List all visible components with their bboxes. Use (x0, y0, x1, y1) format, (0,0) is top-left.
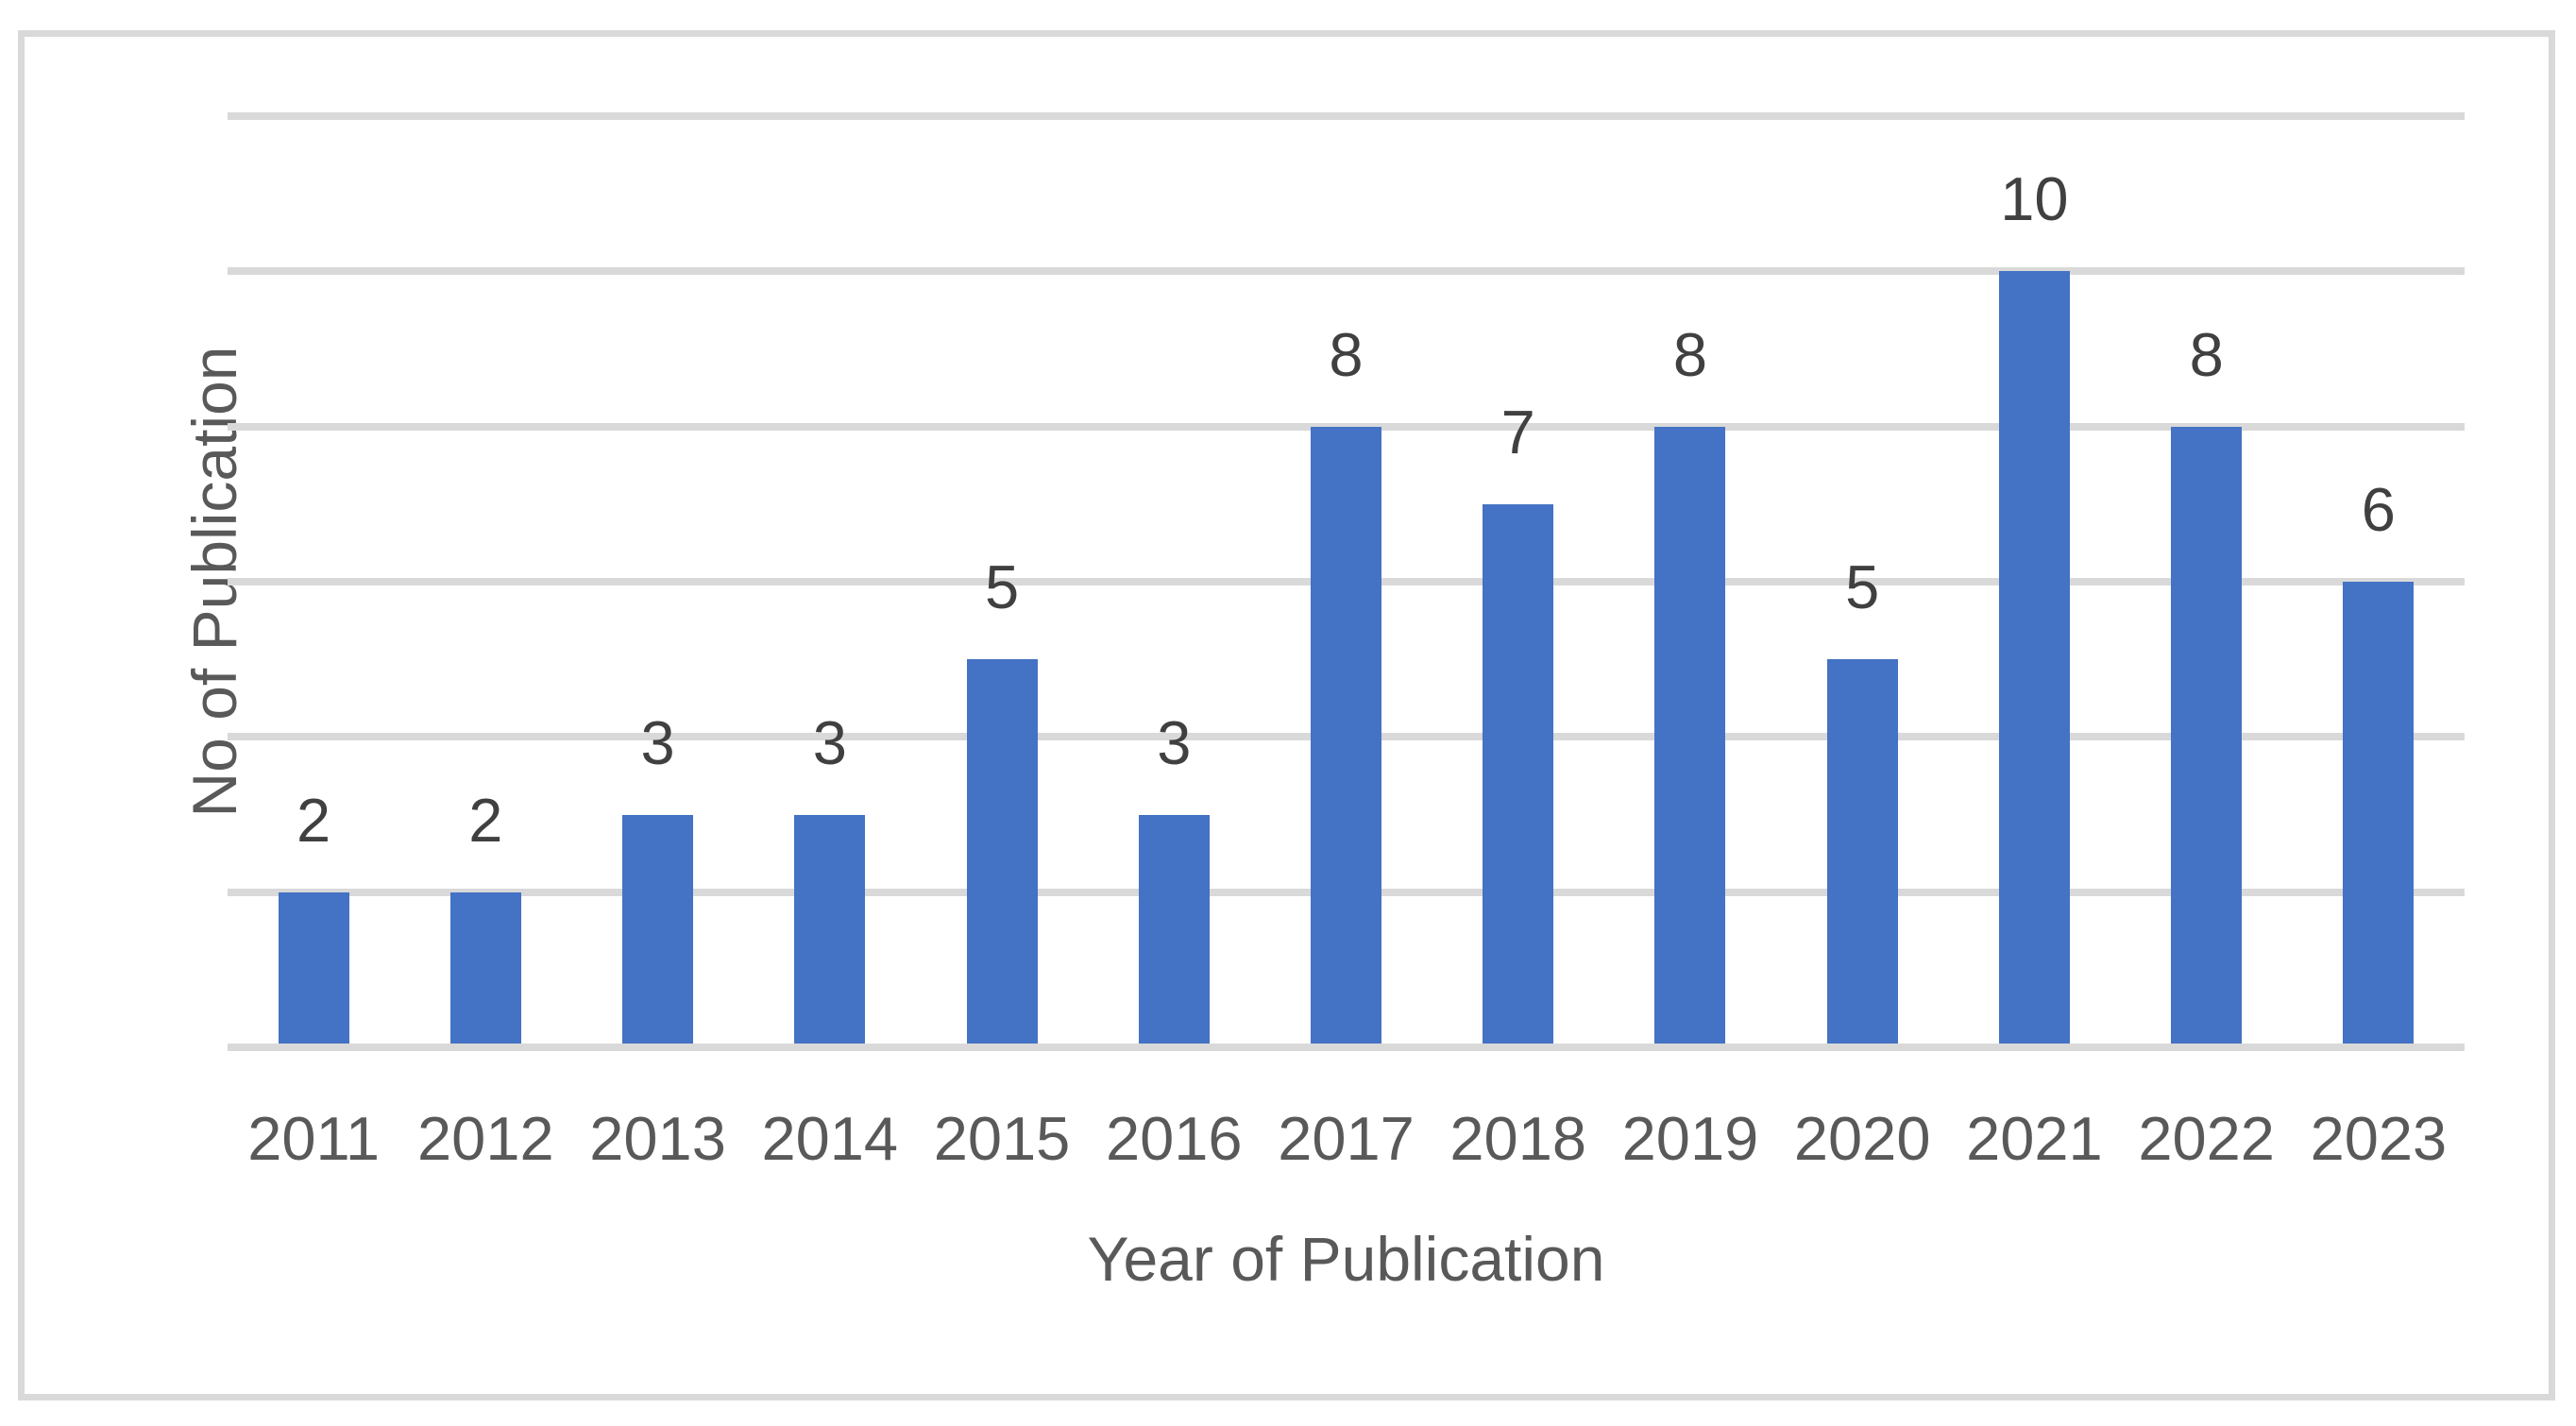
data-label-2023: 6 (2361, 475, 2396, 544)
bar-2020 (1826, 659, 1898, 1044)
data-label-2020: 5 (1845, 552, 1880, 622)
x-tick-2021: 2021 (1966, 1104, 2103, 1173)
chart-border (18, 30, 2555, 1401)
data-label-2013: 3 (640, 707, 675, 777)
x-tick-2013: 2013 (589, 1104, 726, 1173)
bar-2015 (966, 659, 1038, 1044)
x-tick-2022: 2022 (2138, 1104, 2275, 1173)
data-label-2019: 8 (1672, 319, 1708, 389)
data-label-2018: 7 (1500, 397, 1535, 467)
x-axis-title: Year of Publication (1087, 1224, 1605, 1294)
data-label-2021: 10 (2000, 164, 2069, 234)
bar-2018 (1483, 503, 1554, 1044)
data-label-2017: 8 (1329, 319, 1364, 389)
bar-2017 (1311, 426, 1381, 1044)
gridline-y0 (228, 1044, 2465, 1051)
x-tick-2018: 2018 (1449, 1104, 1587, 1173)
x-tick-2019: 2019 (1621, 1104, 1759, 1173)
bar-2014 (794, 814, 866, 1044)
x-tick-2012: 2012 (417, 1104, 554, 1173)
bar-2022 (2171, 426, 2243, 1044)
bar-2023 (2343, 582, 2415, 1044)
bar-2016 (1138, 814, 1210, 1044)
bar-2011 (278, 891, 349, 1044)
x-tick-2014: 2014 (761, 1104, 899, 1173)
bar-2013 (622, 814, 694, 1044)
bar-2012 (449, 891, 521, 1044)
data-label-2014: 3 (812, 707, 847, 777)
x-tick-2017: 2017 (1278, 1104, 1415, 1173)
x-tick-2016: 2016 (1105, 1104, 1243, 1173)
data-label-2011: 2 (297, 785, 331, 855)
data-label-2022: 8 (2189, 319, 2224, 389)
bar-2019 (1654, 426, 1726, 1044)
data-label-2015: 5 (984, 552, 1020, 622)
x-tick-2015: 2015 (933, 1104, 1071, 1173)
bar-2021 (1998, 271, 2070, 1044)
gridline-y10 (228, 267, 2465, 276)
x-tick-2023: 2023 (2310, 1104, 2448, 1173)
x-tick-2011: 2011 (247, 1104, 380, 1173)
data-label-2016: 3 (1157, 707, 1192, 777)
x-tick-2020: 2020 (1793, 1104, 1931, 1173)
data-label-2012: 2 (468, 785, 503, 855)
gridline-y12 (228, 112, 2465, 120)
